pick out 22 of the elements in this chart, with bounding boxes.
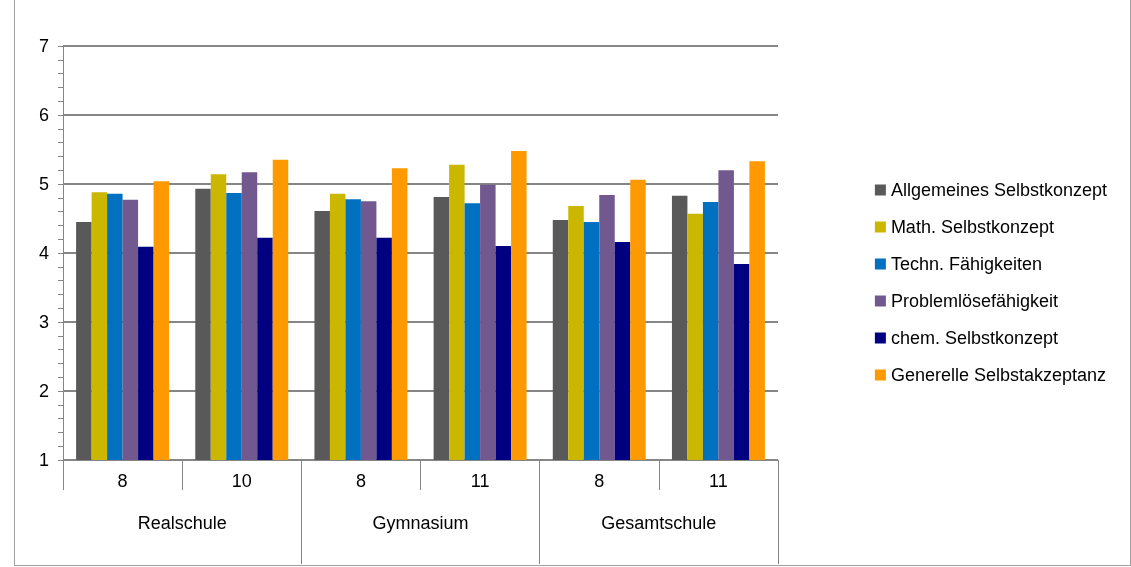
- y-tick-label: 4: [38, 243, 49, 263]
- x-tick-label: 8: [117, 471, 128, 491]
- y-tick-label: 3: [38, 312, 49, 332]
- y-tick-label: 7: [38, 36, 49, 56]
- x-tick-label: 11: [709, 471, 728, 491]
- legend-label: Problemlösefähigkeit: [890, 291, 1058, 311]
- y-tick-label: 6: [38, 105, 49, 125]
- text: Gesamtschule: [601, 513, 717, 533]
- x-tick-label: 8: [594, 471, 605, 491]
- y-tick-label: 5: [38, 174, 49, 194]
- legend-label: Math. Selbstkonzept: [890, 217, 1054, 237]
- x-tick-label: 11: [470, 471, 490, 491]
- legend-label: Generelle Selbstakzeptanz: [890, 365, 1107, 385]
- legend-label: Techn. Fähigkeiten: [890, 254, 1042, 274]
- text: Realschule: [137, 513, 227, 533]
- legend-label: chem. Selbstkonzept: [890, 328, 1058, 348]
- x-tick-label: 8: [355, 471, 366, 491]
- legend-label: Allgemeines Selbstkonzept: [890, 180, 1107, 200]
- x-tick-label: 10: [231, 471, 252, 491]
- text: Gymnasium: [372, 513, 469, 533]
- y-tick-label: 2: [38, 381, 49, 401]
- y-tick-label: 1: [38, 450, 49, 470]
